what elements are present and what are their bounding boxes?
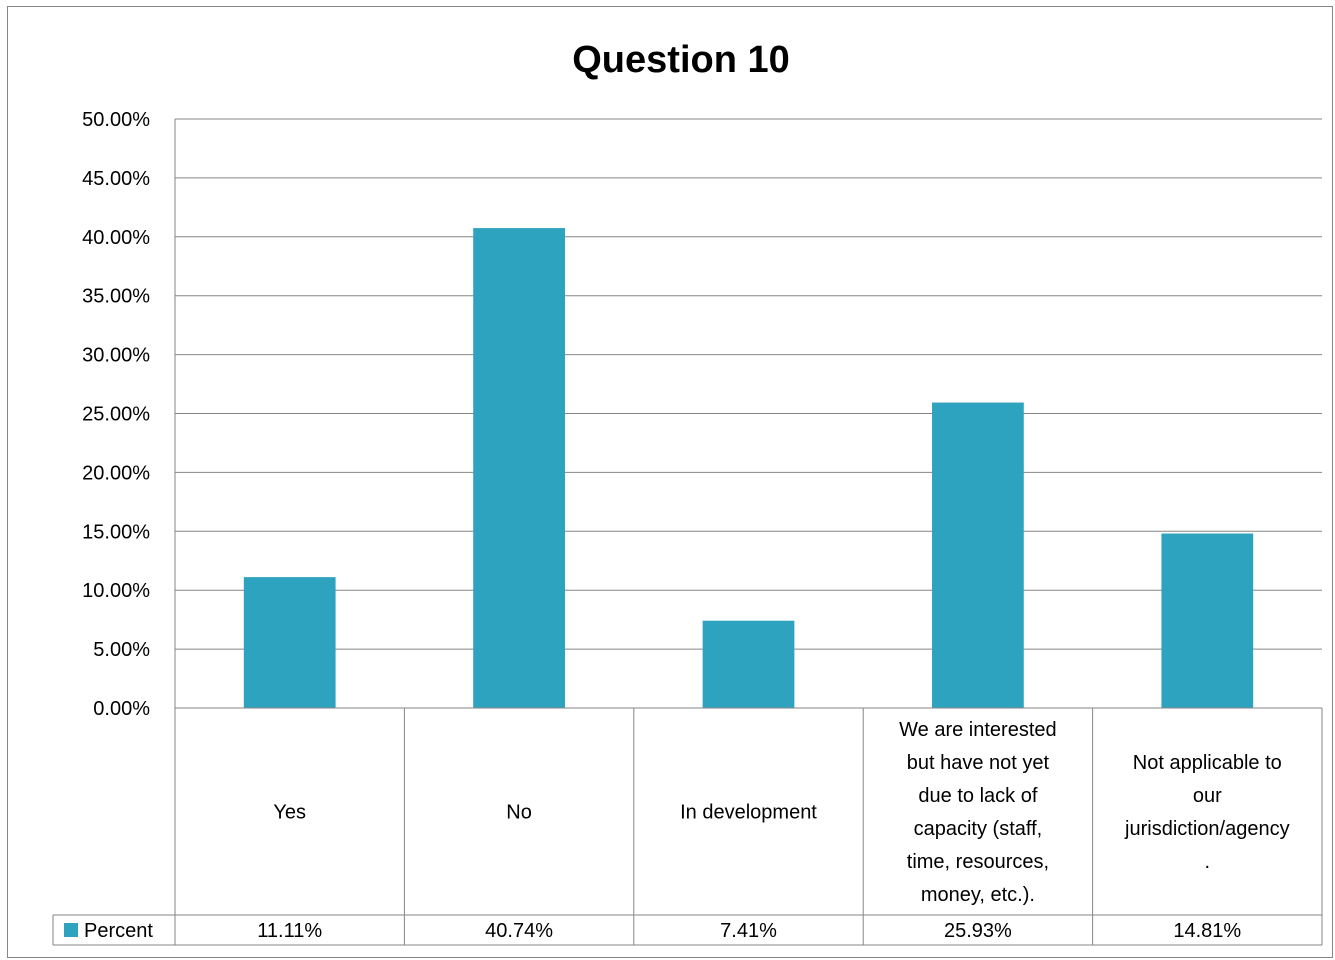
y-axis-ticks: 0.00% 5.00% 10.00% 15.00% 20.00% 25.00% 30.00%… <box>82 109 150 720</box>
legend-key <box>64 923 78 937</box>
x-category-label: but have not yet <box>907 752 1050 774</box>
legend-series-name: Percent <box>84 920 153 942</box>
bars <box>243 228 1254 708</box>
data-table: Yes No In development We are interested but … <box>52 707 1323 946</box>
x-category-label: Yes <box>273 802 306 824</box>
y-tick-label: 20.00% <box>82 462 150 484</box>
data-label: 14.81% <box>1173 920 1241 942</box>
x-category-label: We are interested <box>899 719 1057 741</box>
x-category-label: jurisdiction/agency <box>1124 818 1290 840</box>
y-tick-label: 50.00% <box>82 109 150 131</box>
y-tick-label: 40.00% <box>82 227 150 249</box>
y-tick-label: 45.00% <box>82 168 150 190</box>
bar <box>243 577 336 708</box>
x-category-label: our <box>1193 785 1222 807</box>
x-category-label: In development <box>680 802 817 824</box>
y-tick-label: 15.00% <box>82 521 150 543</box>
bar <box>932 402 1024 708</box>
x-category-label: Not applicable to <box>1133 752 1282 774</box>
x-category-label: . <box>1205 851 1211 873</box>
bar <box>702 620 795 708</box>
y-tick-label: 0.00% <box>93 698 150 720</box>
chart-frame <box>7 6 1333 958</box>
y-tick-label: 30.00% <box>82 345 150 367</box>
gridlines <box>174 118 1322 709</box>
x-category-label: time, resources, <box>907 851 1049 873</box>
bar <box>473 228 565 708</box>
chart-title: Question 10 <box>572 39 790 81</box>
y-tick-label: 10.00% <box>82 580 150 602</box>
x-category-label: money, etc.). <box>921 884 1035 906</box>
data-label: 11.11% <box>257 920 322 942</box>
data-label: 7.41% <box>720 920 777 942</box>
bar <box>1161 533 1254 708</box>
y-tick-label: 25.00% <box>82 404 150 426</box>
data-label: 40.74% <box>485 920 553 942</box>
x-category-label: capacity (staff, <box>914 818 1043 840</box>
data-label: 25.93% <box>944 920 1012 942</box>
y-tick-label: 5.00% <box>93 639 150 661</box>
x-category-label: due to lack of <box>918 785 1037 807</box>
y-tick-label: 35.00% <box>82 286 150 308</box>
x-category-label: No <box>506 802 532 824</box>
